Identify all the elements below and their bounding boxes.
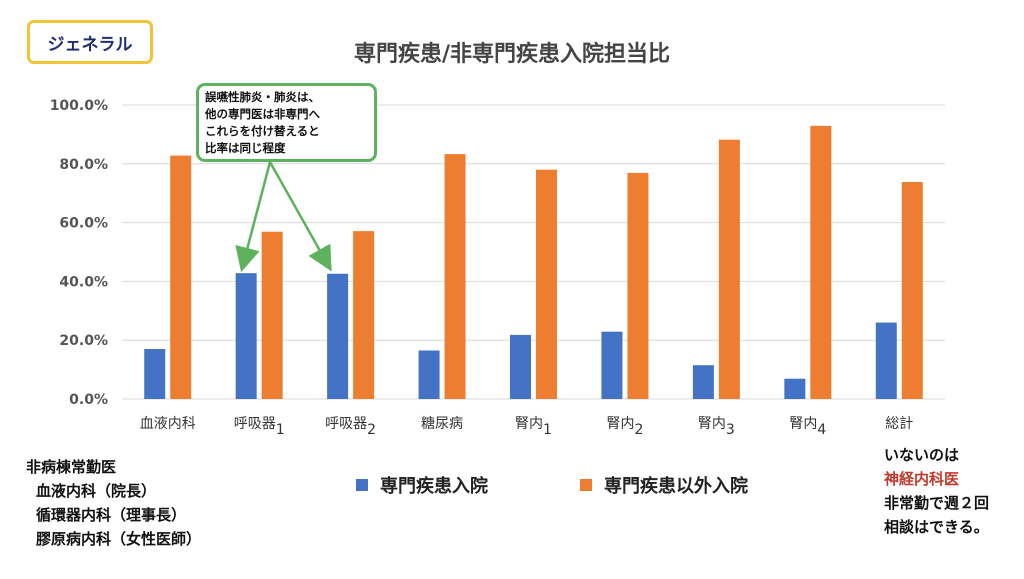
bar-specialty: [692, 365, 714, 399]
x-tick-label: 呼吸器2: [325, 416, 376, 438]
absence-note-highlight: 神経内科医: [884, 470, 960, 488]
x-tick-label: 呼吸器1: [234, 416, 285, 438]
x-tick-label: 腎内2: [606, 416, 643, 438]
bar-specialty: [510, 334, 531, 399]
legend-item-series2: 専門疾患以外入院: [580, 472, 748, 498]
callout-line: これらを付け替えると: [205, 124, 320, 138]
absence-note-line: 非常勤で週２回: [884, 494, 990, 512]
y-tick-label: 40.0%: [59, 274, 108, 290]
bar-non-specialty: [353, 231, 375, 399]
callout-arrow: [268, 161, 332, 272]
bar-non-specialty: [170, 155, 192, 399]
bar-specialty: [875, 322, 897, 399]
staff-note: 非病棟常勤医 血液内科（院長） 循環器内科（理事長） 膠原病内科（女性医師）: [26, 455, 201, 551]
bar-non-specialty: [627, 172, 649, 399]
x-tick-label: 腎内4: [789, 416, 826, 438]
bar-specialty: [235, 273, 257, 399]
y-tick-label: 0.0%: [69, 392, 108, 408]
staff-note-item: 膠原病内科（女性医師）: [36, 530, 202, 548]
bar-specialty: [327, 273, 349, 399]
x-tick-label: 血液内科: [140, 416, 196, 432]
y-tick-label: 80.0%: [59, 157, 108, 173]
x-tick-label: 腎内3: [698, 416, 735, 438]
y-tick-label: 20.0%: [59, 333, 108, 349]
annotation-callout: 誤嚥性肺炎・肺炎は、 他の専門医は非専門へ これらを付け替えると 比率は同じ程度: [196, 83, 377, 162]
absence-note-line: いないのは: [884, 446, 960, 464]
legend-swatch-series1: [356, 479, 368, 491]
x-tick-label: 総計: [885, 416, 913, 432]
absence-note-line: 相談はできる。: [884, 518, 989, 536]
y-tick-label: 100.0%: [50, 98, 108, 114]
absence-note: いないのは 神経内科医 非常勤で週２回 相談はできる。: [884, 443, 989, 539]
callout-line: 誤嚥性肺炎・肺炎は、: [205, 90, 320, 104]
bar-non-specialty: [901, 182, 923, 399]
bar-specialty: [144, 349, 166, 399]
callout-arrow: [235, 161, 272, 273]
callout-line: 比率は同じ程度: [205, 141, 286, 155]
bar-specialty: [418, 350, 440, 399]
legend-swatch-series2: [580, 479, 592, 491]
category-tag: ジェネラル: [27, 20, 153, 64]
legend-label-series1: 専門疾患入院: [380, 476, 488, 497]
x-tick-label: 糖尿病: [421, 416, 463, 432]
bar-non-specialty: [261, 231, 283, 399]
callout-line: 他の専門医は非専門へ: [205, 107, 320, 121]
staff-note-item: 循環器内科（理事長）: [36, 506, 187, 524]
staff-note-title: 非病棟常勤医: [26, 458, 117, 476]
bar-non-specialty: [536, 169, 557, 399]
legend-label-series2: 専門疾患以外入院: [604, 476, 748, 497]
bar-non-specialty: [444, 154, 466, 399]
staff-note-item: 血液内科（院長）: [36, 482, 157, 500]
x-tick-label: 腎内1: [515, 416, 552, 438]
bar-non-specialty: [810, 125, 832, 400]
bar-specialty: [601, 331, 623, 399]
y-tick-label: 60.0%: [59, 216, 108, 232]
chart-title: 専門疾患/非専門疾患入院担当比: [353, 42, 671, 67]
bar-specialty: [784, 378, 806, 399]
legend-item-series1: 専門疾患入院: [356, 472, 488, 498]
bar-non-specialty: [718, 139, 740, 399]
